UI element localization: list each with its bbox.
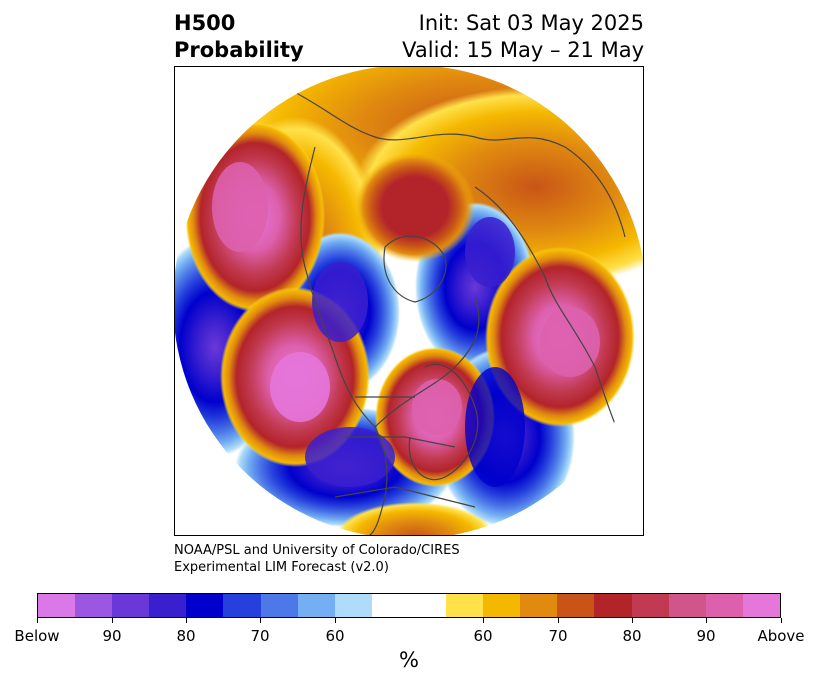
colorbar-segment xyxy=(668,594,706,617)
colorbar-segment xyxy=(149,594,187,617)
colorbar-tickmark xyxy=(483,618,484,623)
colorbar-segment xyxy=(631,594,669,617)
colorbar-segment xyxy=(112,594,150,617)
title-variable: H500 xyxy=(174,11,236,35)
colorbar-tickmark xyxy=(706,618,707,623)
colorbar-segment xyxy=(594,594,632,617)
colorbar-segment xyxy=(186,594,224,617)
map-svg xyxy=(175,67,643,535)
probability-map xyxy=(174,66,644,536)
valid-range: Valid: 15 May – 21 May xyxy=(402,38,644,62)
colorbar-segment xyxy=(371,594,409,617)
colorbar-tick-label: 70 xyxy=(250,627,270,645)
title-right: Init: Sat 03 May 2025 Valid: 15 May – 21… xyxy=(402,10,644,64)
colorbar-segment xyxy=(742,594,780,617)
colorbar-tickmark xyxy=(558,618,559,623)
colorbar-tick-label: 60 xyxy=(473,627,493,645)
coastlines xyxy=(284,86,626,535)
colorbar-segment xyxy=(446,594,484,617)
colorbar-tickmark xyxy=(112,618,113,623)
colorbar-unit: % xyxy=(399,648,419,672)
colorbar-segment xyxy=(75,594,113,617)
colorbar xyxy=(37,593,781,618)
colorbar-tick-label: 80 xyxy=(176,627,196,645)
colorbar-segment xyxy=(223,594,261,617)
colorbar-segment xyxy=(260,594,298,617)
colorbar-tick-label: 80 xyxy=(622,627,642,645)
colorbar-segment xyxy=(334,594,372,617)
credit: NOAA/PSL and University of Colorado/CIRE… xyxy=(174,542,460,576)
colorbar-tickmark xyxy=(781,618,782,623)
title-left: H500 Probability xyxy=(174,10,304,64)
colorbar-tick-label: 90 xyxy=(696,627,716,645)
colorbar-segment xyxy=(557,594,595,617)
credit-line-1: NOAA/PSL and University of Colorado/CIRE… xyxy=(174,543,460,558)
colorbar-segment xyxy=(705,594,743,617)
colorbar-segment xyxy=(408,594,447,617)
colorbar-tickmark xyxy=(186,618,187,623)
colorbar-tickmark xyxy=(260,618,261,623)
colorbar-tickmark xyxy=(632,618,633,623)
colorbar-tick-label: Above xyxy=(757,627,805,645)
colorbar-segment xyxy=(483,594,521,617)
colorbar-tick-label: Below xyxy=(14,627,60,645)
init-date: Init: Sat 03 May 2025 xyxy=(418,11,644,35)
colorbar-tickmark xyxy=(335,618,336,623)
colorbar-segment xyxy=(297,594,335,617)
credit-line-2: Experimental LIM Forecast (v2.0) xyxy=(174,560,389,575)
colorbar-tick-label: 70 xyxy=(548,627,568,645)
title-product: Probability xyxy=(174,38,304,62)
colorbar-segment xyxy=(520,594,558,617)
colorbar-tick-label: 90 xyxy=(102,627,122,645)
colorbar-tick-label: 60 xyxy=(325,627,345,645)
colorbar-segment xyxy=(38,594,76,617)
colorbar-tickmark xyxy=(37,618,38,623)
